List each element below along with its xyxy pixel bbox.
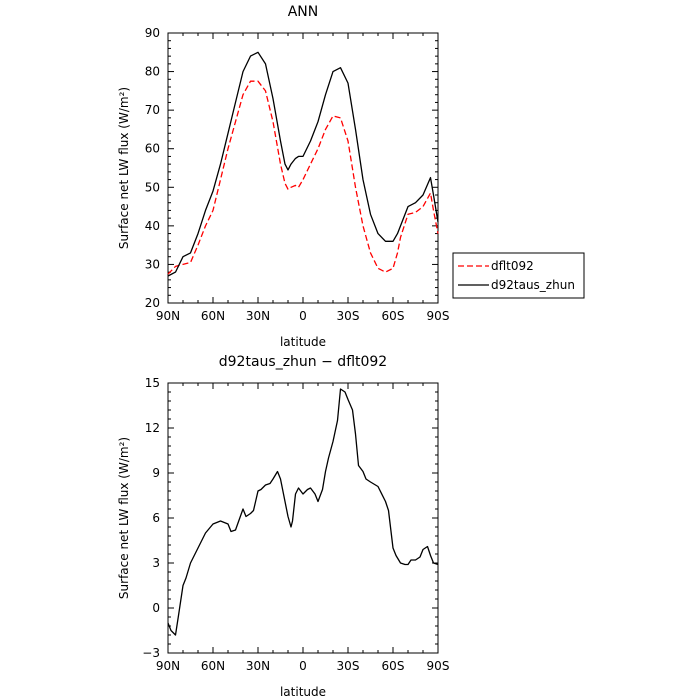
top-panel: 90N 60N 30N 0 30S 60S 90S 20 30 40 50 60 70 80 90 ANN la…	[117, 4, 585, 349]
x-tick-label: 60N	[201, 309, 225, 323]
y-tick-label: 70	[145, 103, 160, 117]
x-tick-label: 60S	[382, 659, 405, 673]
x-tick-label: 90S	[427, 309, 450, 323]
y-tick-label: 9	[152, 466, 160, 480]
y-tick-label: 12	[145, 421, 160, 435]
x-tick-label: 0	[299, 309, 307, 323]
series-line-dflt092	[167, 80, 439, 275]
plot-frame	[167, 32, 439, 304]
x-tick-label: 60S	[382, 309, 405, 323]
chart-title: d92taus_zhun − dflt092	[219, 354, 387, 370]
y-axis-label: Surface net LW flux (W/m²)	[117, 437, 131, 599]
y-tick-label: 50	[145, 180, 160, 194]
x-tick-label: 90N	[156, 659, 180, 673]
y-tick-label: 3	[152, 556, 160, 570]
y-tick-label: 15	[145, 376, 160, 390]
x-tick-label: 60N	[201, 659, 225, 673]
legend: dflt092 d92taus_zhun	[452, 252, 585, 299]
x-tick-label: 30N	[246, 659, 270, 673]
y-tick-label: 6	[152, 511, 160, 525]
y-tick-label: 0	[152, 601, 160, 615]
x-tick-label: 30S	[337, 309, 360, 323]
x-axis-label: latitude	[280, 335, 326, 349]
y-tick-label: 60	[145, 142, 160, 156]
y-tick-label: 90	[145, 26, 160, 40]
plot-frame	[167, 382, 439, 654]
chart-title: ANN	[288, 4, 319, 20]
x-tick-label: 0	[299, 659, 307, 673]
legend-entry: dflt092	[491, 259, 534, 273]
x-tick-label: 30N	[246, 309, 270, 323]
y-tick-label: 30	[145, 257, 160, 271]
legend-box	[452, 252, 585, 299]
x-tick-label: 90S	[427, 659, 450, 673]
y-tick-label: 20	[145, 296, 160, 310]
legend-entry: d92taus_zhun	[491, 278, 575, 292]
y-tick-label: −3	[142, 646, 160, 660]
y-tick-label: 40	[145, 219, 160, 233]
x-tick-label: 90N	[156, 309, 180, 323]
x-axis-label: latitude	[280, 685, 326, 699]
x-tick-label: 30S	[337, 659, 360, 673]
y-tick-label: 80	[145, 65, 160, 79]
series-line-d92taus_zhun	[167, 51, 439, 277]
y-axis-label: Surface net LW flux (W/m²)	[117, 87, 131, 249]
bottom-panel: 90N 60N 30N 0 30S 60S 90S −3 0 3 6 9 12 15 d92taus_zhu…	[117, 354, 449, 699]
series-line-series-0	[167, 388, 439, 636]
